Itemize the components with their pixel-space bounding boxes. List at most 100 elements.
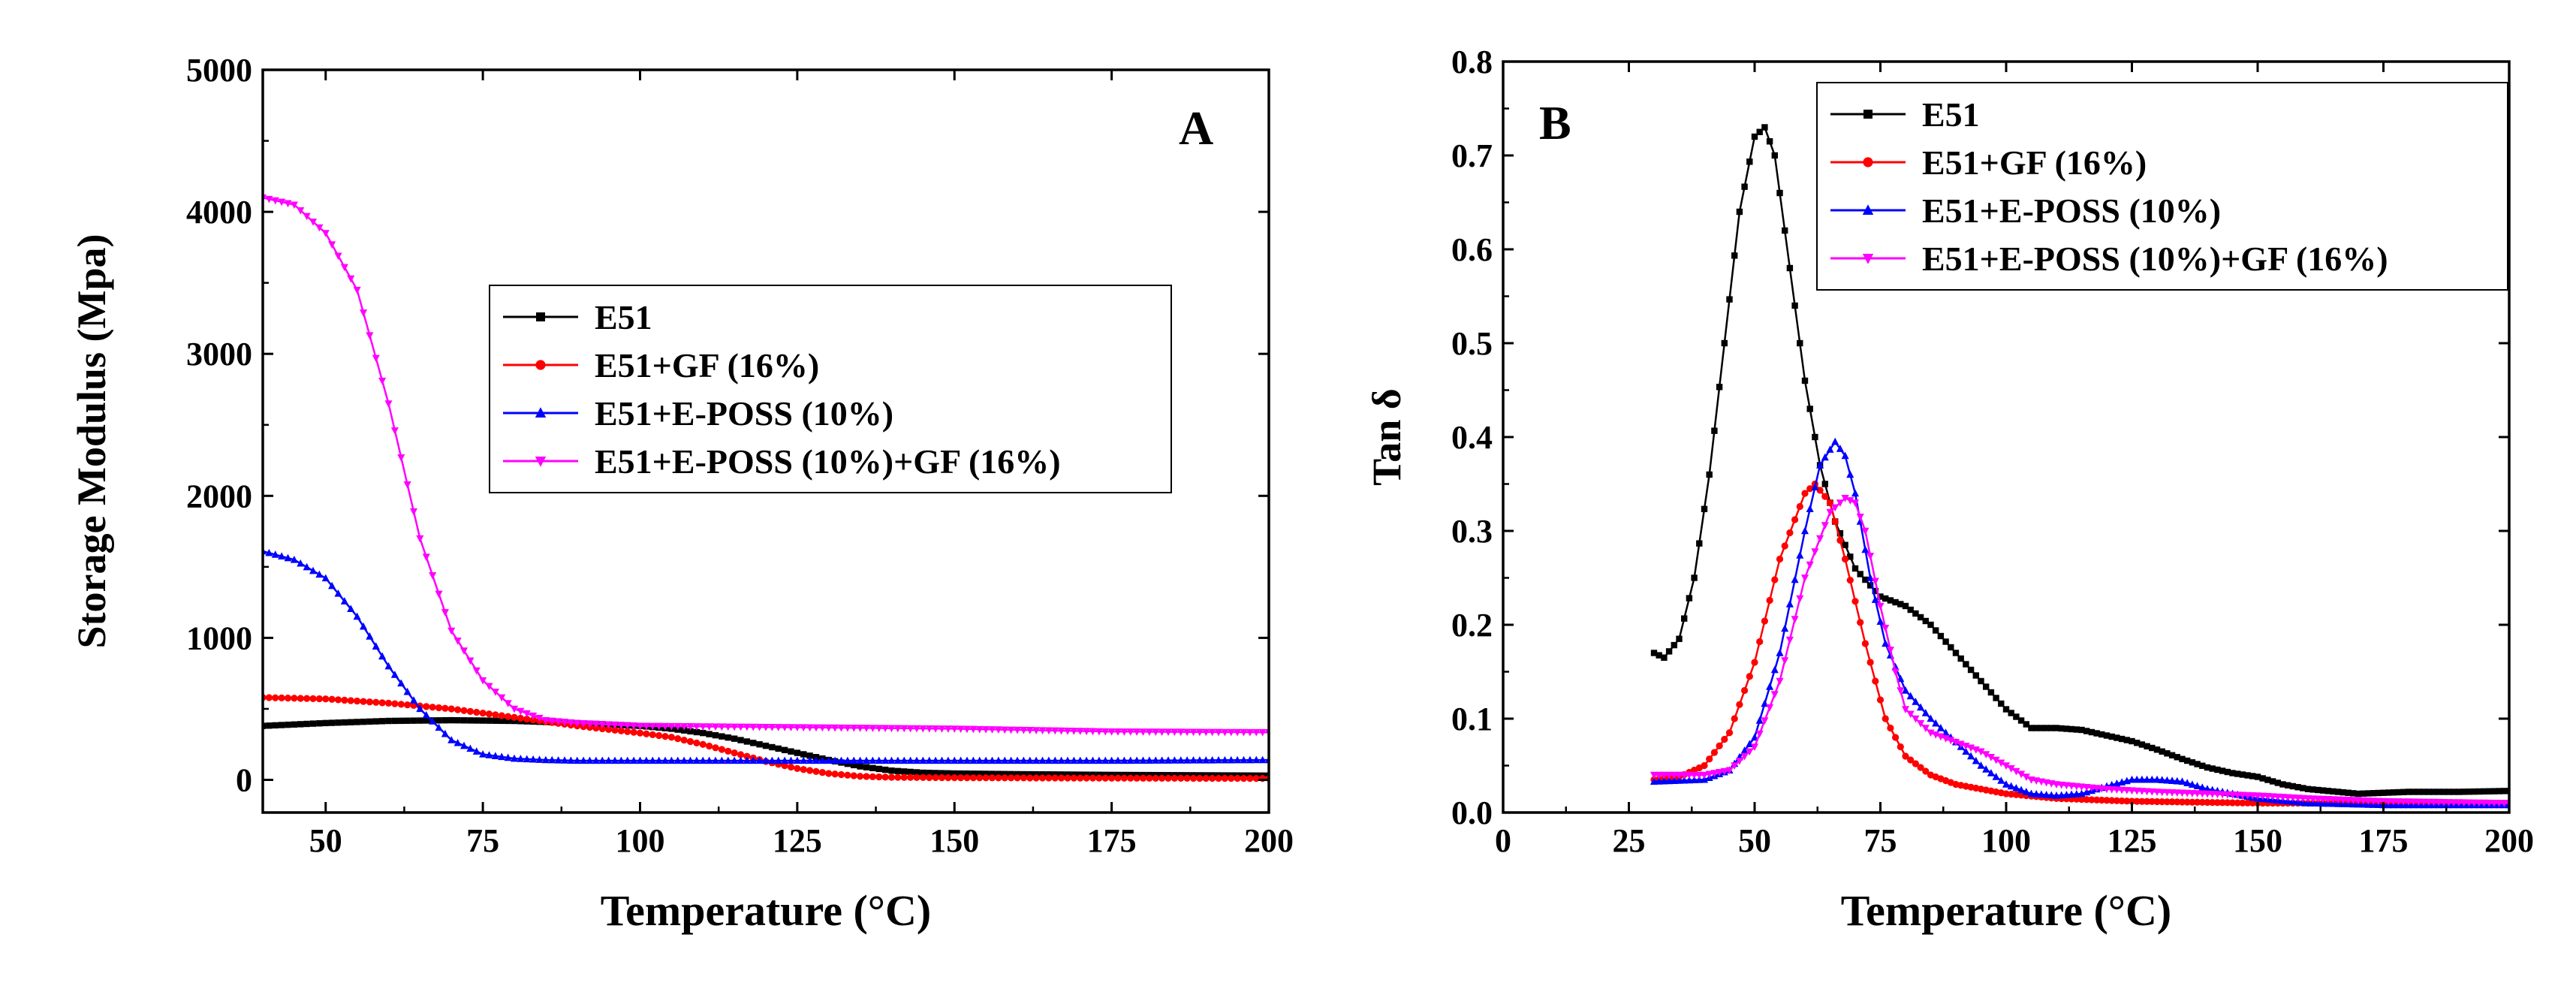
data-point — [1755, 716, 1764, 724]
data-point — [2128, 775, 2136, 783]
data-point — [2193, 782, 2201, 789]
data-point — [2042, 791, 2050, 798]
data-point — [2445, 799, 2453, 807]
data-point — [793, 756, 801, 764]
data-point — [2098, 796, 2105, 804]
data-point — [403, 481, 411, 489]
y-tick-label: 0.0 — [1451, 795, 1493, 831]
data-point — [994, 756, 1002, 764]
y-tick-label: 1000 — [186, 620, 252, 656]
data-point — [309, 720, 317, 727]
data-point — [731, 756, 739, 764]
data-point — [523, 755, 531, 763]
data-point — [2027, 789, 2035, 798]
data-point — [1906, 692, 1915, 700]
x-tick-label: 175 — [2359, 822, 2409, 859]
data-point — [360, 718, 367, 725]
data-point — [642, 756, 650, 764]
data-point — [1240, 774, 1248, 782]
data-point — [2062, 782, 2071, 790]
data-point — [1836, 529, 1844, 537]
data-point — [297, 207, 305, 215]
data-point — [2451, 788, 2457, 795]
data-point — [1681, 615, 1688, 622]
data-point — [1158, 756, 1166, 764]
data-point — [743, 752, 751, 760]
data-point — [1051, 756, 1059, 764]
data-point — [1038, 756, 1047, 764]
data-point — [1252, 774, 1260, 782]
data-point — [2038, 725, 2045, 731]
data-point — [499, 717, 505, 725]
data-point — [1202, 774, 1210, 782]
data-point — [2008, 791, 2015, 798]
data-point — [806, 752, 813, 759]
data-point — [661, 733, 669, 740]
data-point — [290, 201, 298, 210]
data-point — [2219, 791, 2227, 799]
data-point — [862, 725, 871, 732]
data-point — [2174, 798, 2181, 806]
data-point — [2072, 790, 2080, 798]
data-point — [887, 773, 896, 781]
data-point — [1095, 728, 1103, 736]
data-point — [1922, 767, 1930, 775]
data-point — [2485, 799, 2493, 807]
data-point — [2153, 746, 2161, 753]
data-point — [1877, 593, 1884, 600]
data-point — [963, 774, 971, 782]
data-point — [454, 716, 461, 724]
data-point — [1120, 756, 1128, 764]
data-point — [988, 726, 996, 734]
data-point — [2481, 788, 2487, 795]
data-point — [284, 200, 292, 208]
data-point — [1786, 529, 1794, 537]
data-point — [604, 756, 613, 764]
data-point — [2495, 800, 2503, 807]
data-point — [2179, 755, 2186, 762]
panel-b: 0 25 50 75 100 125 150 175 200 0.0 0.1 0.2 0.3 0.4 0.5… — [1364, 44, 2534, 935]
data-point — [1887, 597, 1894, 604]
data-point — [1977, 761, 1985, 769]
data-point — [535, 755, 544, 763]
data-point — [938, 725, 946, 733]
data-point — [378, 699, 386, 707]
data-point — [1089, 728, 1097, 736]
data-point — [479, 710, 487, 717]
x-tick-label: 25 — [1613, 822, 1646, 859]
data-point — [1685, 776, 1693, 784]
data-point — [2123, 787, 2131, 795]
series-4 — [1650, 495, 2509, 807]
data-point — [731, 749, 738, 757]
data-point — [592, 720, 600, 728]
data-point — [2022, 773, 2030, 781]
data-point — [2249, 773, 2256, 779]
data-point — [2364, 798, 2373, 805]
data-point — [944, 756, 952, 764]
data-point — [366, 718, 373, 725]
data-point — [2344, 797, 2352, 804]
data-point — [1987, 754, 1995, 761]
data-point — [2113, 797, 2121, 804]
data-point — [1701, 761, 1708, 770]
data-point — [2420, 788, 2427, 795]
data-point — [303, 213, 311, 221]
data-point — [511, 713, 518, 721]
data-point — [737, 751, 745, 758]
data-point — [2436, 788, 2442, 795]
data-point — [2068, 782, 2076, 790]
data-point — [2303, 795, 2312, 803]
data-point — [1038, 774, 1047, 782]
data-point — [359, 309, 368, 317]
data-point — [850, 756, 858, 764]
data-point — [667, 756, 676, 764]
data-point — [988, 756, 996, 764]
data-point — [1676, 635, 1683, 642]
data-point — [1806, 485, 1814, 493]
data-point — [1051, 774, 1059, 782]
plot-frame — [261, 68, 1270, 814]
data-point — [1044, 756, 1053, 764]
data-point — [473, 717, 480, 724]
data-point — [1001, 756, 1009, 764]
data-point — [869, 725, 877, 732]
